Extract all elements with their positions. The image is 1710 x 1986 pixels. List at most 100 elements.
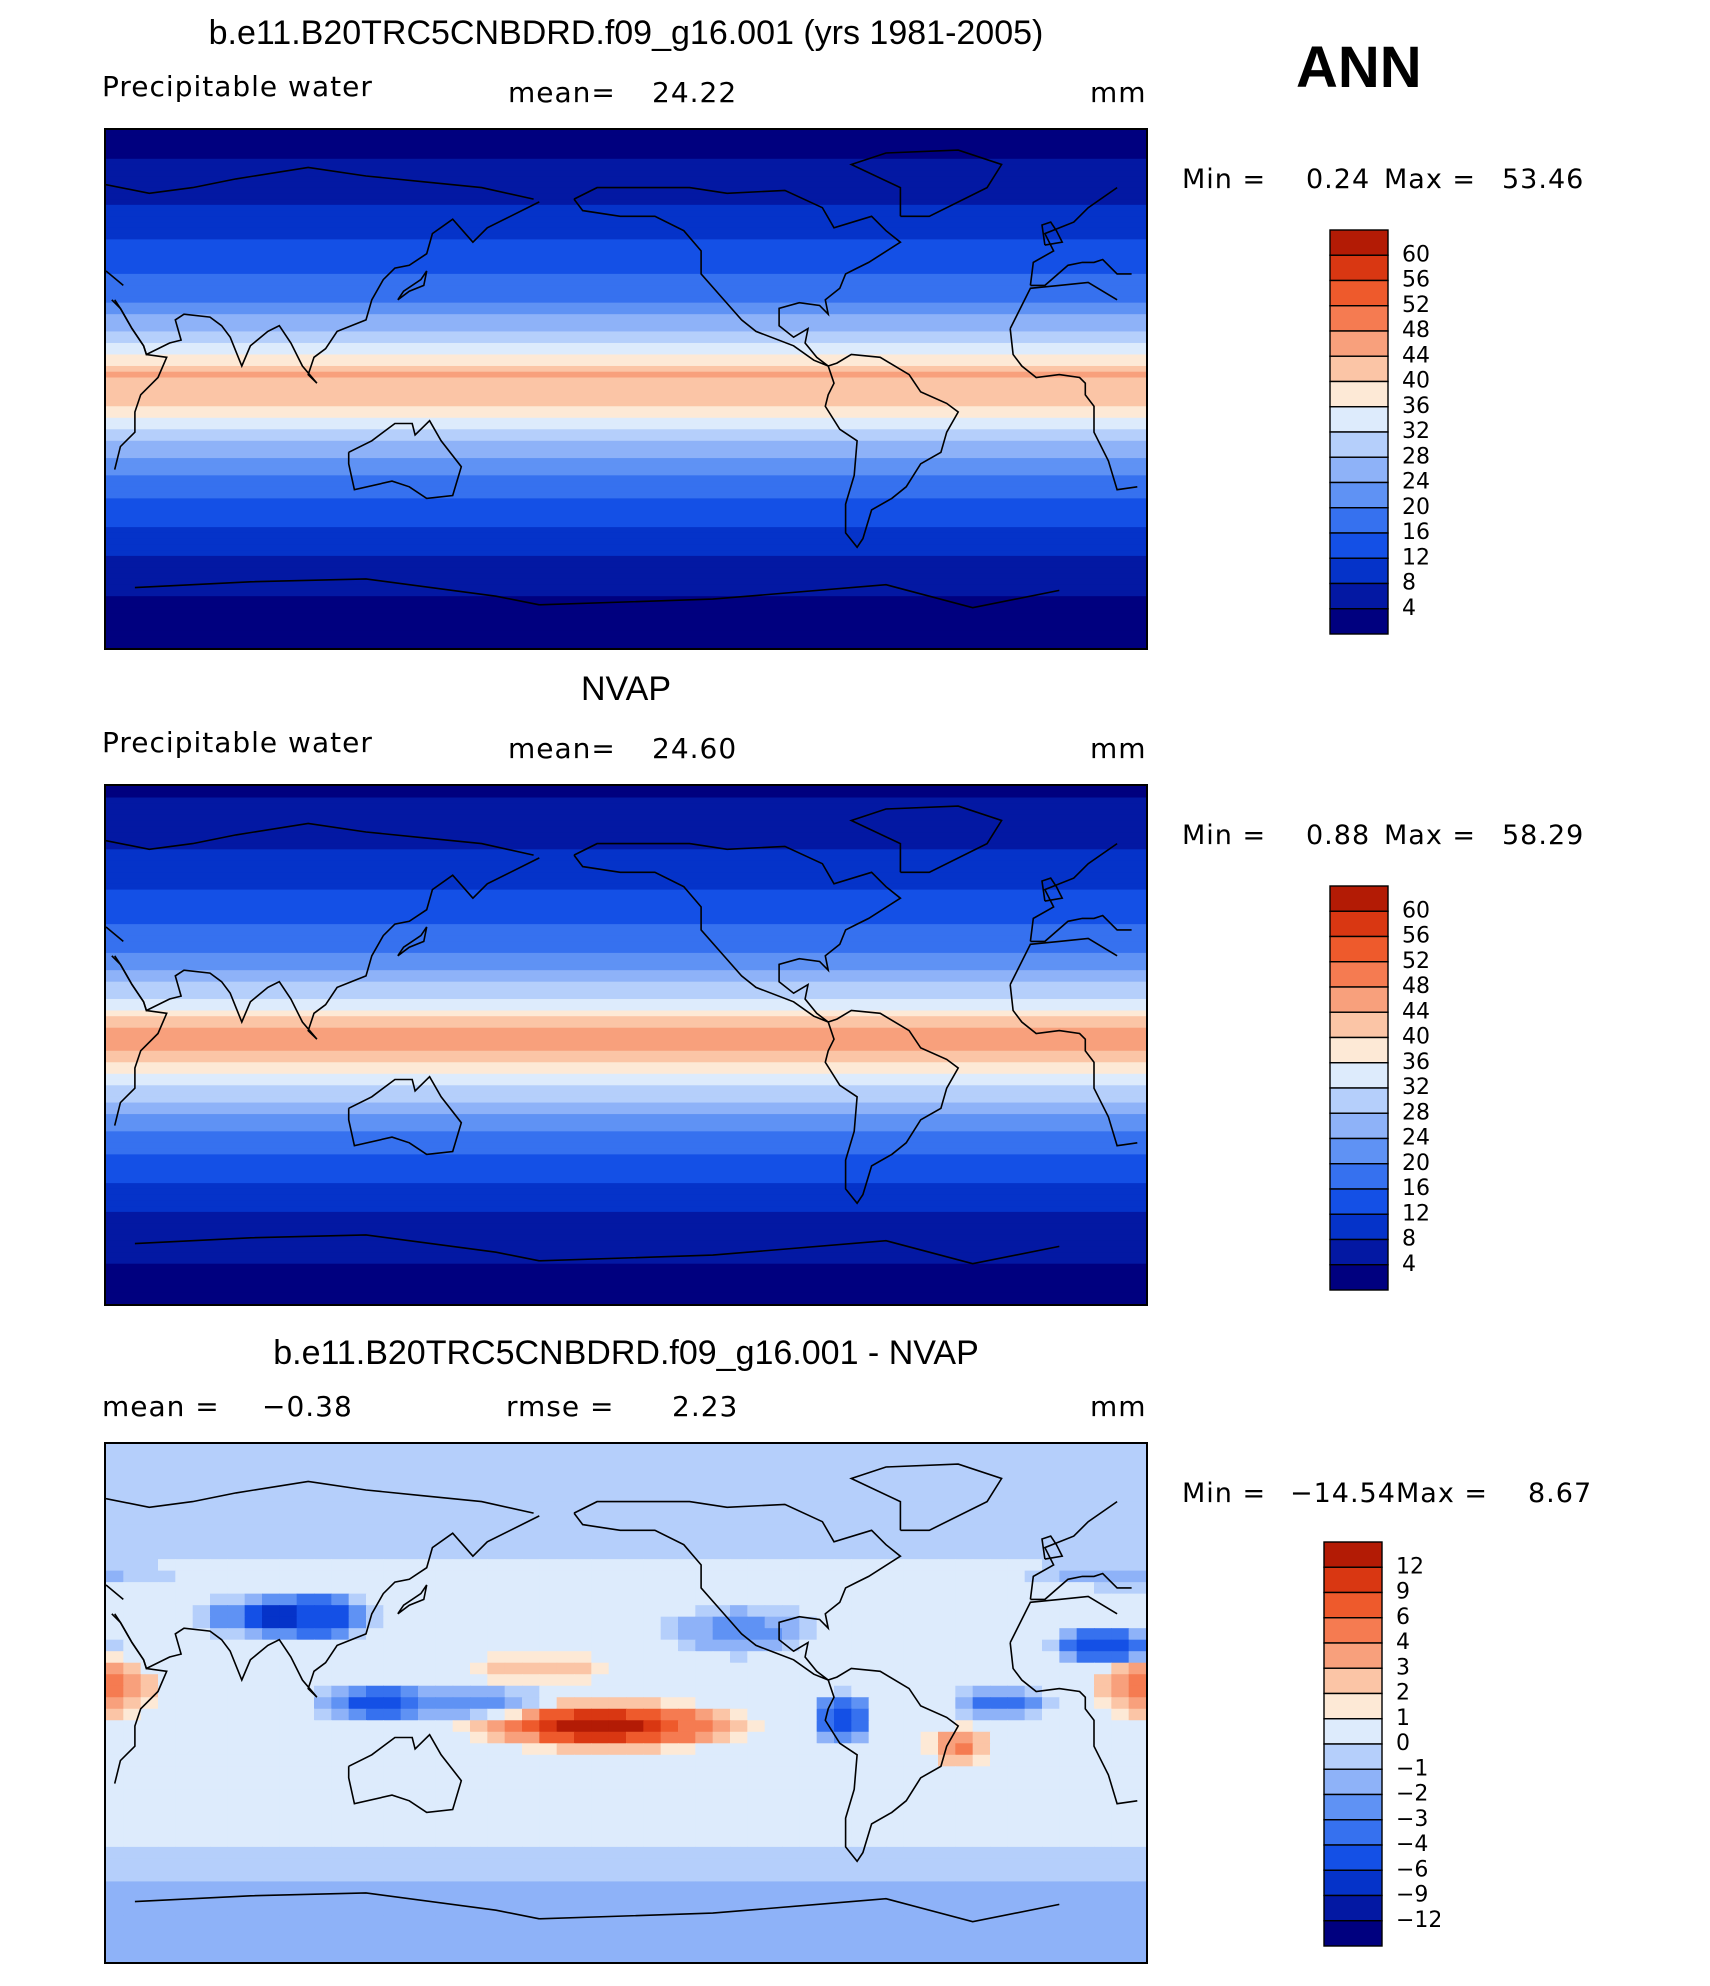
colorbar-tick-label: 40 (1402, 1025, 1430, 1050)
field-cell (851, 1743, 870, 1756)
field-cell (816, 1892, 835, 1906)
field-cell (747, 1524, 766, 1537)
field-band (106, 895, 1146, 902)
field-cell (1076, 1582, 1095, 1595)
field-band (106, 947, 1146, 954)
field-band (106, 1039, 1146, 1046)
field-cell (920, 1582, 939, 1595)
field-band (106, 250, 1146, 258)
field-cell (920, 1685, 939, 1698)
field-cell (972, 1513, 991, 1526)
field-cell (834, 1720, 852, 1733)
field-cell (175, 1800, 194, 1813)
field-cell (227, 1616, 246, 1629)
field-cell (1042, 1651, 1060, 1664)
field-cell (504, 1731, 523, 1744)
field-cell (522, 1869, 540, 1883)
field-cell (539, 1490, 558, 1503)
field-cell (851, 1628, 870, 1641)
field-cell (400, 1674, 419, 1687)
field-cell (730, 1869, 748, 1883)
field-cell (400, 1743, 419, 1756)
field-cell (435, 1605, 454, 1618)
field-cell (626, 1950, 644, 1962)
field-cell (678, 1835, 696, 1848)
field-cell (712, 1858, 731, 1871)
field-cell (487, 1835, 506, 1848)
field-cell (140, 1444, 159, 1457)
field-cell (1128, 1536, 1146, 1549)
field-cell (574, 1915, 592, 1929)
field-cell (1094, 1858, 1112, 1871)
field-band (106, 492, 1146, 499)
field-band (106, 498, 1146, 505)
field-cell (834, 1938, 852, 1952)
field-cell (1042, 1892, 1060, 1906)
field-cell (556, 1869, 575, 1883)
field-cell (799, 1720, 818, 1733)
field-cell (539, 1513, 558, 1526)
field-cell (279, 1950, 298, 1962)
field-cell (886, 1915, 904, 1929)
field-cell (764, 1536, 783, 1549)
panel-2-variable: Precipitable water (102, 726, 373, 759)
field-cell (210, 1766, 228, 1779)
field-cell (938, 1662, 956, 1675)
field-cell (851, 1478, 870, 1491)
field-cell (990, 1547, 1008, 1560)
field-cell (990, 1444, 1008, 1457)
field-band (106, 849, 1146, 856)
field-cell (504, 1524, 523, 1537)
field-cell (262, 1467, 280, 1480)
field-cell (192, 1927, 211, 1940)
field-band (106, 1148, 1146, 1155)
field-cell (695, 1777, 714, 1790)
field-cell (487, 1720, 506, 1733)
field-cell (192, 1812, 211, 1825)
coastline (573, 842, 902, 1023)
field-band (106, 929, 1146, 937)
field-cell (331, 1455, 350, 1468)
field-cell (712, 1639, 731, 1652)
field-cell (747, 1536, 766, 1549)
field-cell (608, 1685, 627, 1698)
field-cell (158, 1708, 176, 1721)
field-cell (834, 1869, 852, 1883)
field-cell (660, 1743, 679, 1756)
field-cell (1128, 1708, 1146, 1721)
field-cell (1128, 1547, 1146, 1560)
field-cell (262, 1938, 280, 1952)
field-cell (435, 1754, 454, 1767)
field-cell (799, 1812, 818, 1825)
field-band (106, 561, 1146, 569)
field-cell (1024, 1869, 1043, 1883)
field-cell (990, 1915, 1008, 1929)
field-cell (1094, 1754, 1112, 1767)
field-cell (522, 1927, 540, 1940)
field-cell (556, 1605, 575, 1618)
field-cell (643, 1570, 662, 1583)
field-cell (938, 1467, 956, 1480)
field-cell (348, 1559, 367, 1572)
field-cell (834, 1444, 852, 1457)
field-cell (1007, 1835, 1026, 1848)
field-cell (244, 1616, 263, 1629)
field-cell (938, 1651, 956, 1664)
field-cell (1042, 1536, 1060, 1549)
field-cell (938, 1835, 956, 1848)
field-cell (522, 1789, 540, 1802)
field-cell (123, 1524, 142, 1537)
field-cell (262, 1455, 280, 1468)
field-cell (712, 1823, 731, 1836)
field-cell (972, 1766, 991, 1779)
field-cell (192, 1869, 211, 1883)
colorbar-swatch (1329, 431, 1389, 458)
field-cell (834, 1605, 852, 1618)
colorbar-swatch (1323, 1642, 1383, 1669)
field-cell (903, 1881, 922, 1894)
field-band (106, 147, 1146, 154)
field-cell (678, 1754, 696, 1767)
field-cell (816, 1800, 835, 1813)
field-cell (816, 1754, 835, 1767)
field-cell (539, 1685, 558, 1698)
